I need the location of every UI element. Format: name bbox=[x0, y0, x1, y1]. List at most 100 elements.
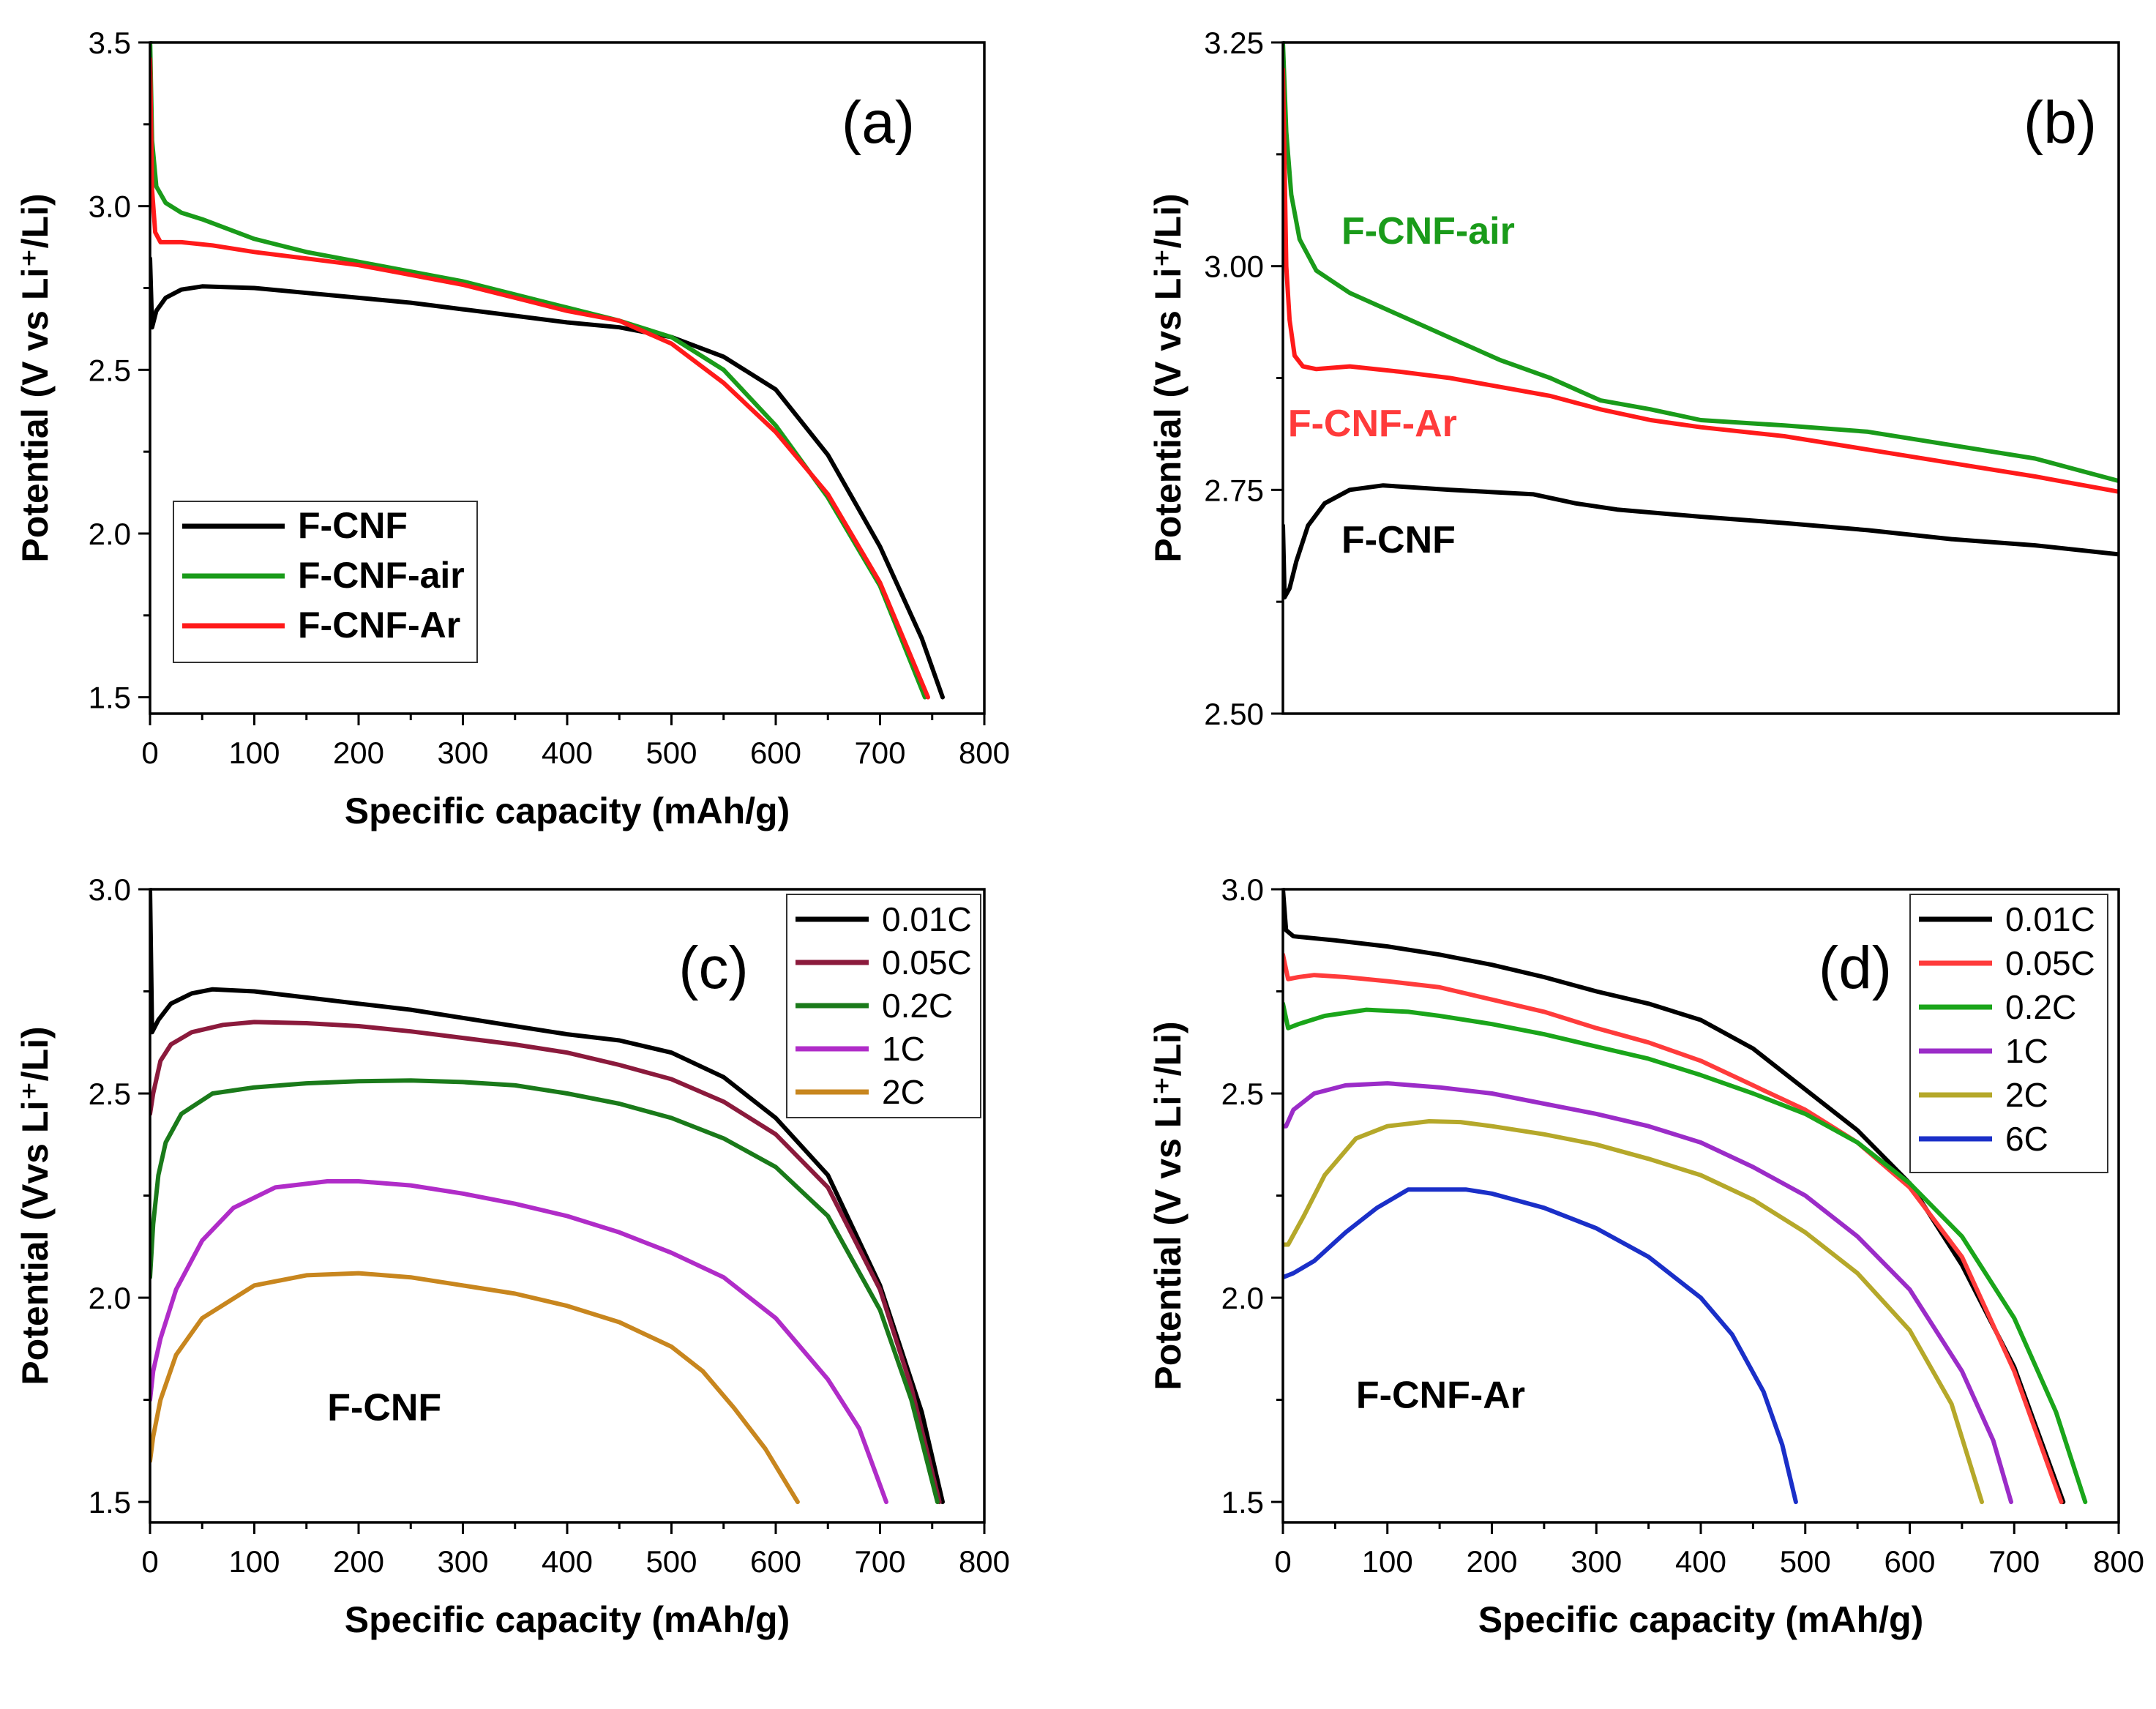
legend-label: 0.2C bbox=[882, 987, 953, 1025]
series-line-0-01c bbox=[150, 888, 945, 1505]
x-tick-label: 400 bbox=[542, 736, 593, 770]
series-line-1c bbox=[1283, 1081, 2013, 1505]
series-line-f-cnf-ar bbox=[150, 56, 930, 700]
x-tick-label: 500 bbox=[1780, 1544, 1831, 1579]
x-axis-label: Specific capacity (mAh/g) bbox=[345, 790, 790, 831]
x-tick-label: 100 bbox=[228, 736, 280, 770]
x-tick-label: 700 bbox=[854, 736, 905, 770]
legend-label: 2C bbox=[2005, 1076, 2048, 1114]
legend: 0.01C 0.05C 0.2C 1C 2C bbox=[786, 894, 981, 1118]
x-tick-label: 200 bbox=[333, 1544, 384, 1579]
x-tick-label: 800 bbox=[959, 1544, 1010, 1579]
y-tick-label: 1.5 bbox=[1221, 1485, 1264, 1519]
y-tick-label: 1.5 bbox=[89, 681, 131, 715]
legend: 0.01C 0.05C 0.2C 1C 2C 6C bbox=[1909, 894, 2108, 1173]
series-line-1c bbox=[150, 1179, 888, 1505]
panel-label: (c) bbox=[678, 935, 749, 1001]
y-axis-label: Potential (Vvs Li⁺/Li) bbox=[15, 1026, 56, 1385]
chart-panel-1: 0 100 200 300 400 500 600 700 800 1.5 2.0 2.5 3.0 3.5… bbox=[15, 26, 1010, 831]
x-tick-label: 300 bbox=[1571, 1544, 1622, 1579]
x-tick-label: 100 bbox=[1362, 1544, 1413, 1579]
x-tick-label: 600 bbox=[750, 736, 801, 770]
y-tick-label: 3.25 bbox=[1204, 26, 1264, 60]
legend-label: 6C bbox=[2005, 1120, 2048, 1158]
series-line-f-cnf bbox=[150, 256, 945, 700]
y-tick-label: 2.0 bbox=[1221, 1281, 1264, 1315]
x-axis-label: Specific capacity (mAh/g) bbox=[345, 1599, 790, 1640]
panel-label: (b) bbox=[2024, 89, 2097, 156]
chart-panel-2: 2.50 2.75 3.00 3.25 Potential (V vs Li⁺/Li) (… bbox=[1148, 26, 2120, 731]
legend: F-CNF F-CNF-air F-CNF-Ar bbox=[173, 501, 478, 663]
x-tick-label: 600 bbox=[750, 1544, 801, 1579]
y-tick-label: 2.5 bbox=[1221, 1077, 1264, 1111]
series-line-0-2c bbox=[150, 1078, 940, 1505]
legend-label: 1C bbox=[882, 1030, 925, 1068]
series-line-f-cnf-air bbox=[1283, 41, 2119, 484]
annotation-label: F-CNF bbox=[1341, 519, 1456, 561]
series-line-0-2c bbox=[1283, 1001, 2088, 1505]
y-tick-label: 3.0 bbox=[89, 190, 131, 224]
annotation-label: F-CNF bbox=[327, 1386, 441, 1429]
y-axis-label: Potential (V vs Li⁺/Li) bbox=[1148, 1021, 1189, 1390]
x-tick-label: 100 bbox=[228, 1544, 280, 1579]
series-group bbox=[150, 888, 945, 1505]
series-line-2c bbox=[150, 1271, 800, 1505]
chart-panel-4: 0 100 200 300 400 500 600 700 800 1.5 2.0 2.5 3.0 Spe… bbox=[1148, 872, 2144, 1640]
y-tick-label: 3.5 bbox=[89, 26, 131, 60]
y-tick-label: 2.5 bbox=[89, 353, 131, 387]
series-group bbox=[1283, 41, 2119, 600]
y-tick-label: 2.0 bbox=[89, 1281, 131, 1315]
series-line-f-cnf bbox=[1283, 483, 2119, 600]
annotation-label: F-CNF-Ar bbox=[1356, 1375, 1525, 1417]
x-tick-label: 200 bbox=[333, 736, 384, 770]
legend-label: F-CNF-Ar bbox=[298, 605, 460, 646]
x-tick-label: 800 bbox=[2093, 1544, 2144, 1579]
x-tick-label: 800 bbox=[959, 736, 1010, 770]
x-tick-label: 0 bbox=[1274, 1544, 1291, 1579]
series-line-f-cnf-ar bbox=[1283, 67, 2119, 494]
x-axis-label: Specific capacity (mAh/g) bbox=[1478, 1599, 1924, 1640]
y-tick-label: 2.50 bbox=[1204, 697, 1264, 731]
y-tick-label: 1.5 bbox=[89, 1485, 131, 1519]
legend-label: F-CNF-air bbox=[298, 555, 465, 596]
y-axis-label: Potential (V vs Li⁺/Li) bbox=[15, 193, 56, 562]
annotation-label: F-CNF-air bbox=[1341, 210, 1515, 253]
y-tick-label: 2.5 bbox=[89, 1077, 131, 1111]
x-tick-label: 0 bbox=[141, 736, 158, 770]
legend-label: 1C bbox=[2005, 1032, 2048, 1070]
x-tick-label: 400 bbox=[1675, 1544, 1726, 1579]
y-tick-label: 3.0 bbox=[1221, 872, 1264, 907]
chart-panel-3: 0 100 200 300 400 500 600 700 800 1.5 2.0 2.5 3.0 Spe… bbox=[15, 872, 1010, 1640]
x-tick-label: 700 bbox=[1988, 1544, 2040, 1579]
legend-label: 2C bbox=[882, 1073, 925, 1111]
x-tick-label: 700 bbox=[854, 1544, 905, 1579]
annotation-label: F-CNF-Ar bbox=[1288, 403, 1457, 445]
y-tick-label: 3.0 bbox=[89, 872, 131, 907]
legend-label: 0.2C bbox=[2005, 988, 2076, 1026]
legend-label: F-CNF bbox=[298, 505, 408, 546]
y-tick-label: 3.00 bbox=[1204, 250, 1264, 284]
y-tick-label: 2.0 bbox=[89, 517, 131, 551]
x-tick-label: 500 bbox=[645, 736, 697, 770]
x-tick-label: 200 bbox=[1466, 1544, 1517, 1579]
legend-label: 0.05C bbox=[2005, 944, 2095, 982]
series-group bbox=[150, 41, 945, 700]
series-group bbox=[1283, 888, 2088, 1505]
x-tick-label: 400 bbox=[542, 1544, 593, 1579]
series-line-0-05c bbox=[150, 1020, 942, 1505]
x-tick-label: 300 bbox=[437, 1544, 488, 1579]
legend-box bbox=[1909, 894, 2108, 1173]
series-line-2c bbox=[1283, 1119, 1984, 1505]
panel-label: (a) bbox=[842, 89, 915, 156]
y-axis-label: Potential (V vs Li⁺/Li) bbox=[1148, 193, 1189, 562]
x-tick-label: 500 bbox=[645, 1544, 697, 1579]
series-line-f-cnf-air bbox=[150, 41, 927, 700]
y-tick-label: 2.75 bbox=[1204, 473, 1264, 507]
panel-label: (d) bbox=[1819, 935, 1892, 1001]
series-line-0-05c bbox=[1283, 952, 2064, 1505]
legend-label: 0.01C bbox=[2005, 900, 2095, 938]
x-tick-label: 300 bbox=[437, 736, 488, 770]
legend-label: 0.05C bbox=[882, 943, 972, 981]
